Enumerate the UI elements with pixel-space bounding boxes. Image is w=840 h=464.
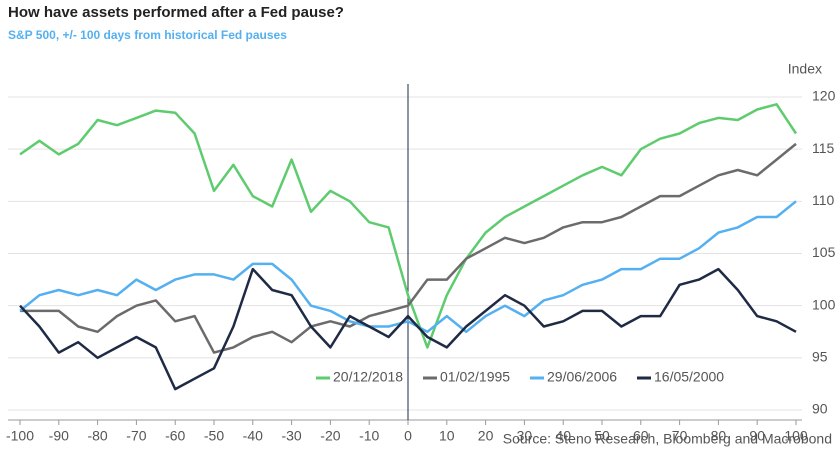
series-line [19,200,797,334]
y-tick-label: 95 [812,349,828,365]
x-tick-label: -70 [126,428,146,444]
x-tick-label: -30 [281,428,301,444]
series-line [19,103,798,349]
series-line [20,142,797,354]
x-tick-label: 100 [784,428,808,444]
source: Source: Steno Research, Bloomberg and Ma… [503,431,832,447]
x-tick-label: 90 [749,428,765,444]
y-tick-label: 105 [812,244,836,260]
x-tick-label: 50 [594,428,610,444]
legend-label: 29/06/2006 [547,369,617,385]
x-tick-label: 60 [633,428,649,444]
y-tick-label: 110 [812,192,835,208]
x-tick-label: 30 [517,428,533,444]
x-tick-label: -10 [359,428,379,444]
chart-subtitle: S&P 500, +/- 100 days from historical Fe… [8,28,287,42]
x-tick-label: 70 [672,428,688,444]
chart-title: How have assets performed after a Fed pa… [8,4,344,21]
x-tick-label: -90 [49,428,69,444]
series-line [19,267,797,391]
x-tick-label: 40 [555,428,571,444]
y-axis-label: Index [788,61,822,77]
x-tick-label: 10 [439,428,455,444]
y-tick-label: 120 [812,88,836,104]
y-tick-label: 100 [812,296,836,312]
x-tick-label: -20 [320,428,340,444]
x-tick-label: 80 [711,428,727,444]
x-tick-label: -50 [204,428,224,444]
x-tick-label: -80 [87,428,107,444]
legend-label: 20/12/2018 [333,369,403,385]
x-tick-label: -60 [165,428,185,444]
legend-label: 01/02/1995 [440,369,510,385]
y-tick-label: 90 [812,401,828,417]
y-tick-label: 115 [812,140,835,156]
x-tick-label: 0 [404,428,412,444]
x-tick-label: 20 [478,428,494,444]
x-tick-label: -100 [6,428,34,444]
legend-label: 16/05/2000 [654,369,724,385]
x-tick-label: -40 [243,428,263,444]
